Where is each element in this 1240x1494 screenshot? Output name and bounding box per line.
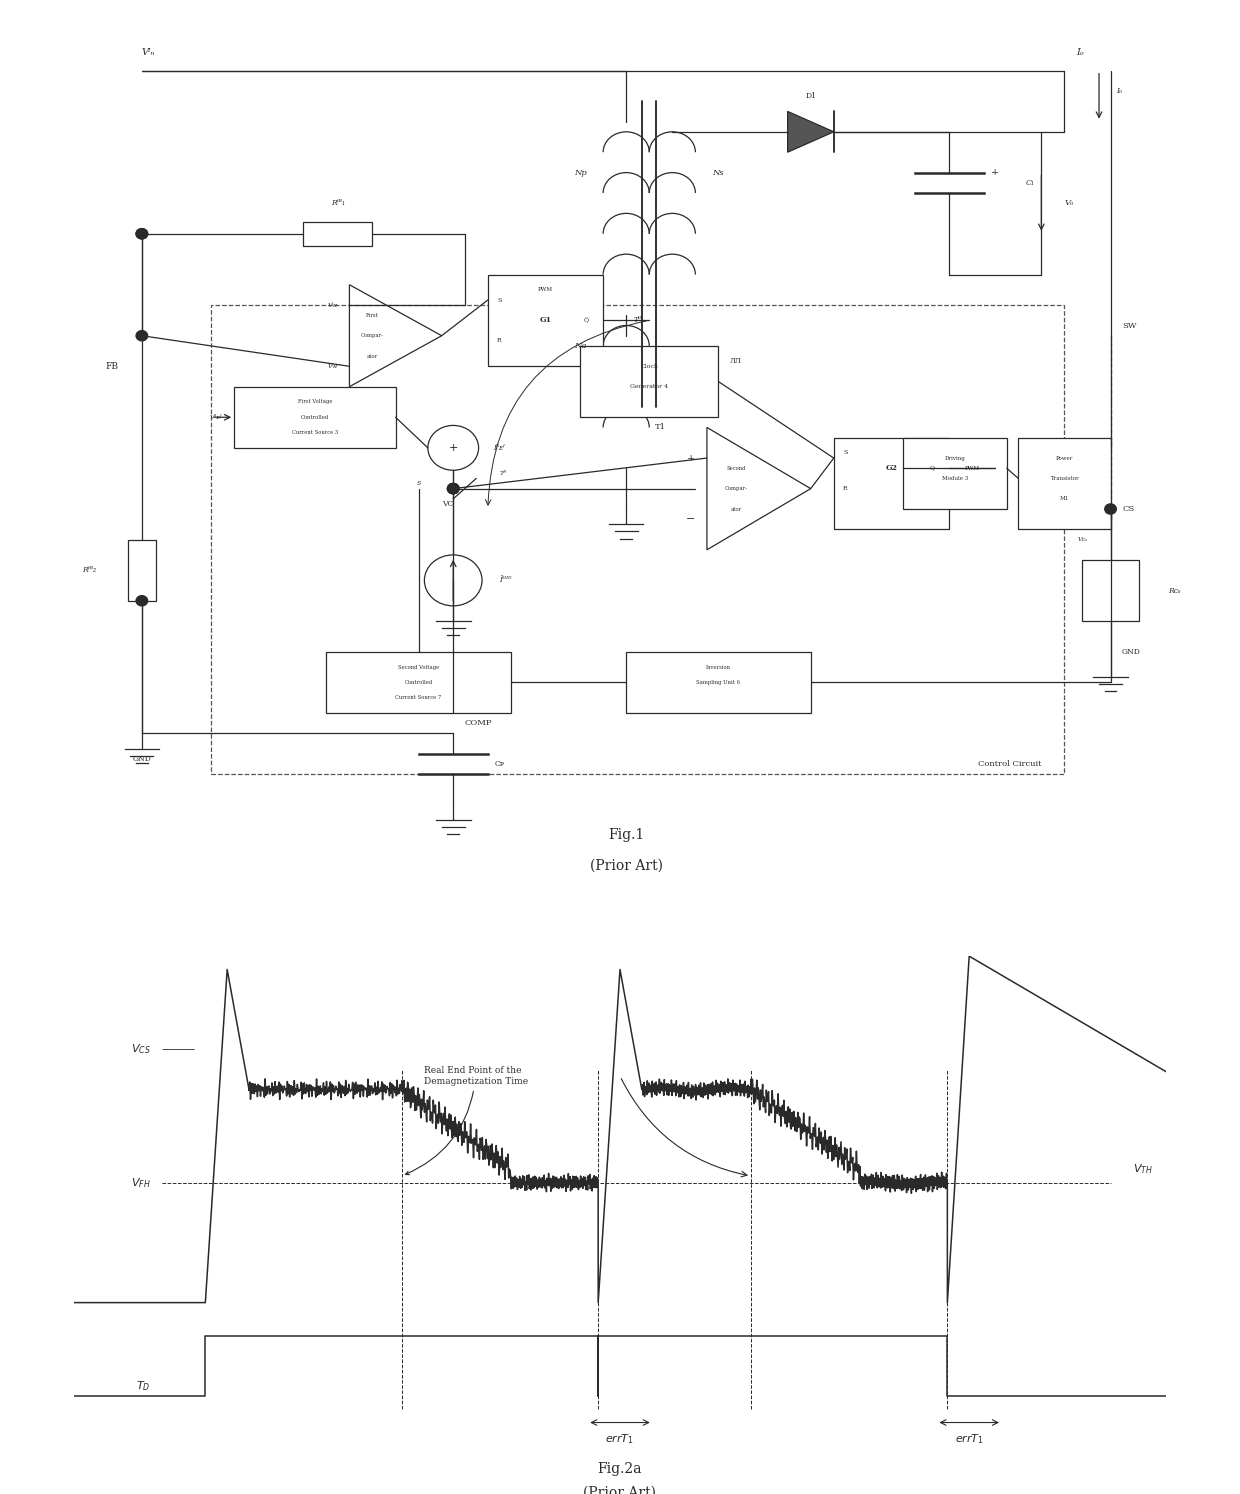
Polygon shape [787,112,833,152]
Text: Vₒ: Vₒ [1064,199,1074,208]
Bar [903,438,1007,509]
Circle shape [136,330,148,341]
Text: Rᶠᴮ₂: Rᶠᴮ₂ [82,566,95,574]
Text: Np: Np [574,169,587,176]
Text: S: S [843,451,847,456]
Text: Na: Na [574,342,587,350]
Circle shape [136,229,148,239]
Text: Driving: Driving [945,456,965,460]
Text: Tᴰ: Tᴰ [634,317,642,324]
Bar [326,651,511,713]
Text: First Voltage: First Voltage [298,399,332,405]
Text: Generator 4: Generator 4 [630,384,668,388]
Bar [304,221,372,247]
Text: G1: G1 [539,317,552,324]
Text: D1: D1 [805,93,816,100]
Text: Inversion: Inversion [706,665,730,669]
Text: Cᴘ: Cᴘ [495,760,505,768]
Text: Rᴄₛ: Rᴄₛ [1168,587,1180,595]
Text: Fig.1: Fig.1 [608,828,645,843]
Text: $V_{FH}$: $V_{FH}$ [131,1176,151,1189]
Text: $errT_1$: $errT_1$ [605,1433,635,1446]
Text: Vᶠʜ: Vᶠʜ [327,365,339,369]
Text: C₁: C₁ [1025,179,1034,187]
Text: $T_D$: $T_D$ [136,1379,151,1392]
Bar [487,275,603,366]
Text: Transistor: Transistor [1050,477,1079,481]
Text: +: + [687,454,696,463]
Text: M1: M1 [1060,496,1069,502]
Circle shape [448,484,459,493]
Text: +: + [449,442,458,453]
Text: Fig.2a: Fig.2a [598,1463,642,1476]
Text: T1: T1 [655,423,666,432]
Text: $V_{CS}$: $V_{CS}$ [131,1043,151,1056]
Text: Current Source 3: Current Source 3 [291,430,339,435]
Text: +: + [991,169,999,178]
Text: Control Circuit: Control Circuit [978,760,1042,768]
Text: (Prior Art): (Prior Art) [584,1485,656,1494]
Text: First: First [366,312,379,318]
Text: $V_{TH}$: $V_{TH}$ [1133,1162,1153,1176]
Text: Clock: Clock [640,365,658,369]
Bar [211,305,1064,774]
Text: FB: FB [105,362,119,371]
Bar [128,539,156,601]
Text: ЛЛ: ЛЛ [730,357,742,365]
Text: Sampling Unit 6: Sampling Unit 6 [697,680,740,684]
Text: R: R [843,486,848,492]
Bar [580,347,718,417]
Text: SW: SW [1122,321,1137,330]
Text: (Prior Art): (Prior Art) [590,859,662,872]
Text: $errT_1$: $errT_1$ [955,1433,983,1446]
Text: Ns: Ns [713,169,724,176]
Circle shape [136,229,148,239]
Bar [1081,560,1140,622]
Text: Real End Point of the
Demagnetization Time: Real End Point of the Demagnetization Ti… [405,1067,528,1174]
Text: Controlled: Controlled [404,680,433,684]
Text: Vᴿᴇᶠ: Vᴿᴇᶠ [210,415,223,420]
Circle shape [448,484,459,493]
Text: GND: GND [1122,648,1141,656]
Text: Controlled: Controlled [301,415,329,420]
Text: Vᴄₛ: Vᴄₛ [1078,538,1087,542]
Circle shape [136,596,148,607]
Text: Iₒ: Iₒ [1076,48,1084,57]
Text: Module 3: Module 3 [941,477,968,481]
Text: Second: Second [725,466,745,471]
Text: R: R [497,338,502,344]
Text: Īᴹᴵᴰ: Īᴹᴵᴰ [500,577,512,584]
Text: Iᴿᴇᶠ: Iᴿᴇᶠ [494,444,505,451]
Text: Vᴵʜ: Vᴵʜ [327,303,339,308]
Text: Q: Q [929,466,935,471]
Text: Compar-: Compar- [361,333,384,338]
Text: Iₒ: Iₒ [1116,87,1122,96]
Text: S: S [417,481,420,486]
Circle shape [448,484,459,493]
Text: G2: G2 [885,465,898,472]
Bar [1018,438,1111,529]
Text: Compar-: Compar- [724,486,748,492]
Text: Rᶠᴮ₁: Rᶠᴮ₁ [331,199,345,208]
Text: ator: ator [367,354,378,359]
Text: CS: CS [1122,505,1135,512]
Text: PWM: PWM [538,287,553,293]
Text: Vᴵₙ: Vᴵₙ [141,48,155,57]
Text: Second Voltage: Second Voltage [398,665,439,669]
Bar [234,387,396,448]
Text: Q̅: Q̅ [583,318,589,323]
Text: COMP: COMP [465,719,492,728]
Text: Power: Power [1055,456,1073,460]
Text: Current Source 7: Current Source 7 [396,695,441,701]
Circle shape [1105,503,1116,514]
Bar [833,438,949,529]
Text: VC: VC [441,500,453,508]
Bar [626,651,811,713]
Text: −: − [686,514,696,524]
Text: ator: ator [730,506,742,511]
Text: PWM: PWM [965,466,980,471]
Text: Tᴰ: Tᴰ [500,471,507,475]
Text: GND: GND [133,754,151,763]
Text: S: S [497,297,501,302]
